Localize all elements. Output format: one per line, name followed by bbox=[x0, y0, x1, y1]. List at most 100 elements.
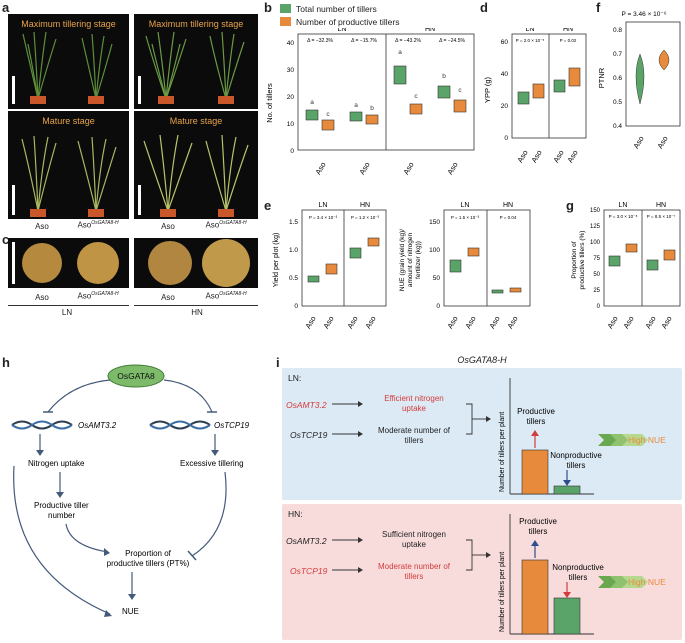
box-hn-aso-total bbox=[393, 65, 407, 85]
y-tick: 50 bbox=[433, 275, 441, 282]
arrow-head bbox=[187, 550, 197, 561]
y-tick: 20 bbox=[287, 94, 295, 101]
hn-amt-label: OsAMT3.2 bbox=[286, 536, 327, 546]
divider bbox=[8, 305, 129, 306]
box-ln-aso bbox=[517, 91, 530, 105]
arrow-head bbox=[56, 492, 64, 498]
p-value: P = 2.0 × 10⁻⁵ bbox=[516, 38, 545, 43]
p-value: P = 0.02 bbox=[560, 38, 577, 43]
significance-letter: b bbox=[442, 73, 446, 80]
arrow-head bbox=[211, 450, 219, 456]
p-value: P = 1.5 × 10⁻³ bbox=[451, 215, 480, 220]
scale-bar bbox=[138, 76, 141, 104]
photo-title: Maximum tillering stage bbox=[21, 19, 116, 29]
y-tick: 0.4 bbox=[613, 123, 622, 130]
arrow-head bbox=[563, 592, 571, 598]
box-hn-gata-total bbox=[437, 85, 451, 99]
group-label-hn: HN bbox=[425, 28, 435, 33]
label-aso-gata: AsoOsGATA8-H bbox=[205, 291, 247, 301]
y-tick: 100 bbox=[429, 247, 440, 254]
significance-letter: a bbox=[354, 102, 358, 109]
proportion-label: Proportion of bbox=[125, 549, 172, 558]
y-axis-label: No. of tillers bbox=[265, 83, 274, 123]
ln-tcp-label: OsTCP19 bbox=[290, 430, 328, 440]
p-value: P = 0.04 bbox=[500, 215, 517, 220]
label-aso-gata: AsoOsGATA8-H bbox=[205, 220, 247, 230]
flow-arrow bbox=[13, 465, 111, 615]
legend-item-productive: Number of productive tillers bbox=[280, 15, 399, 28]
box-hn-gata-productive bbox=[453, 99, 467, 113]
ln-amt-label: OsAMT3.2 bbox=[286, 400, 327, 410]
rice-plants-illustration bbox=[143, 134, 249, 217]
arrow-head bbox=[358, 537, 363, 543]
label-aso: Aso bbox=[35, 293, 49, 302]
ln-efficient-label: Efficient nitrogen uptake bbox=[384, 394, 444, 413]
chart-g: Proportion of productive tillers (%) 0 2… bbox=[571, 202, 681, 331]
productive-bar bbox=[521, 559, 549, 635]
hn-sufficient-label: Sufficient nitrogen uptake bbox=[382, 530, 446, 549]
arrow-head bbox=[358, 567, 363, 573]
dna-strand bbox=[149, 420, 211, 430]
group-label-hn: HN bbox=[656, 202, 666, 209]
osgata8-node bbox=[107, 364, 165, 388]
box-ln-gata bbox=[325, 263, 338, 275]
osgata8-label: OsGATA8 bbox=[117, 371, 155, 381]
label-aso-gata: AsoOsGATA8-H bbox=[77, 291, 119, 301]
photo-hn-max-tillering: Maximum tillering stage bbox=[134, 14, 258, 109]
ln-moderate-label: Moderate number of tillers bbox=[377, 426, 451, 445]
box-ln-aso bbox=[608, 255, 621, 267]
box-hn-aso-productive bbox=[409, 103, 423, 115]
seed-piles-illustration bbox=[148, 239, 250, 287]
arrow-head bbox=[358, 431, 363, 437]
nitrogen-uptake-label: Nitrogen uptake bbox=[28, 459, 85, 468]
x-label-aso: Aso bbox=[487, 315, 501, 331]
photo-title: Mature stage bbox=[42, 116, 95, 126]
y-axis-label: fertilizer (kg)) bbox=[415, 241, 422, 279]
legend-item-total: Total number of tillers bbox=[280, 2, 399, 15]
arrow-head bbox=[104, 548, 110, 556]
productive-tiller-label: number bbox=[48, 511, 75, 520]
flow-arrow bbox=[65, 523, 109, 553]
box-ln-gata bbox=[532, 83, 545, 99]
high-nue-label: High NUE bbox=[628, 577, 666, 587]
scale-bar bbox=[12, 242, 15, 284]
y-axis-label: amount of nitrogen bbox=[407, 233, 414, 288]
y-tick: 100 bbox=[590, 240, 601, 246]
photo-hn-mature: Mature stage bbox=[134, 111, 258, 219]
x-label-aso-gata: Aso bbox=[463, 315, 477, 331]
bracket bbox=[466, 403, 473, 435]
violin-aso bbox=[635, 53, 645, 105]
delta-label: Δ = −32.3% bbox=[307, 38, 333, 44]
arrow-head bbox=[36, 450, 44, 456]
box-hn-gata bbox=[568, 67, 581, 87]
x-label-aso: Aso bbox=[401, 161, 415, 177]
x-label-aso: Aso bbox=[515, 149, 529, 165]
rice-plants-illustration bbox=[21, 135, 117, 217]
y-axis-label: productive tillers (%) bbox=[579, 231, 586, 290]
nonproductive-label: Nonproductive bbox=[552, 563, 604, 572]
label-aso: Aso bbox=[161, 222, 175, 231]
panel-letter-a: a bbox=[2, 0, 10, 15]
panel-letter-g: g bbox=[566, 198, 574, 213]
productive-label: tillers bbox=[527, 417, 546, 426]
group-label-ln: LN bbox=[319, 202, 328, 209]
x-label-aso-gata: Aso bbox=[655, 135, 669, 151]
arrow-head bbox=[104, 610, 112, 617]
box-ln-gata-productive bbox=[365, 114, 379, 125]
p-value: P = 3.4 × 10⁻³ bbox=[309, 215, 338, 220]
rice-plants-illustration bbox=[22, 31, 113, 104]
group-label-hn: HN bbox=[360, 202, 370, 209]
x-label-aso: Aso bbox=[345, 315, 359, 331]
y-tick: 1.0 bbox=[289, 247, 298, 254]
y-tick: 0.5 bbox=[613, 99, 622, 106]
rice-plants-illustration bbox=[145, 31, 245, 104]
panel-letter-f: f bbox=[596, 0, 601, 15]
dna-strand bbox=[149, 420, 211, 430]
y-tick: 0.7 bbox=[613, 51, 622, 58]
x-label-aso-gata: Aso bbox=[659, 315, 673, 331]
y-tick: 150 bbox=[590, 208, 601, 214]
y-axis-label: NUE (grain yield (kg)/ bbox=[399, 229, 406, 291]
legend-label: Total number of tillers bbox=[296, 3, 377, 14]
y-tick: 0 bbox=[436, 303, 440, 310]
box-hn-aso bbox=[553, 79, 566, 93]
